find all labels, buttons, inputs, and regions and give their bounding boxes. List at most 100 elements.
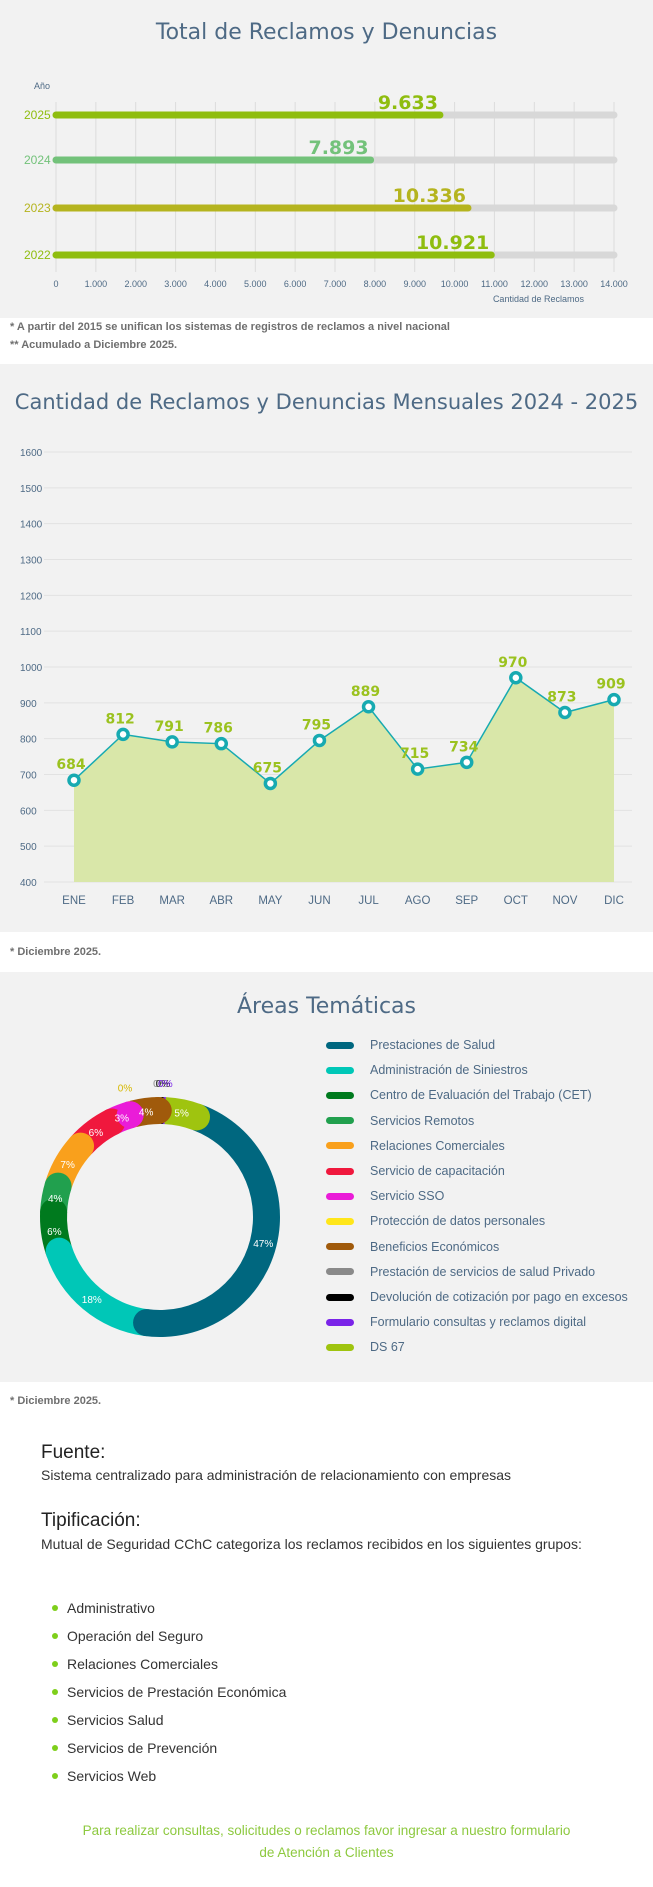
- list-item: Servicios de Prestación Económica: [52, 1678, 286, 1706]
- slice-label: 0%: [156, 1079, 171, 1090]
- slice-label: 4%: [48, 1194, 63, 1205]
- legend-label: Servicio SSO: [370, 1189, 445, 1204]
- thematic-footnote: * Diciembre 2025.: [10, 1395, 102, 1407]
- legend-label: Beneficios Económicos: [370, 1239, 500, 1254]
- slice-label: 4%: [139, 1107, 154, 1118]
- x-tick-label: 0: [53, 279, 58, 289]
- data-point: [116, 727, 130, 742]
- slice-label: 0%: [118, 1084, 133, 1095]
- bullet-icon: [52, 1605, 58, 1611]
- list-item-label: Servicios de Prestación Económica: [67, 1684, 287, 1700]
- x-tick-label: ABR: [209, 895, 233, 907]
- slice-label: 18%: [82, 1295, 102, 1306]
- x-tick-label: 8.000: [364, 279, 387, 289]
- data-label: 909: [596, 677, 625, 693]
- y-tick-label: 1100: [20, 627, 42, 638]
- data-point: [558, 705, 572, 720]
- legend-swatch: [326, 1117, 354, 1125]
- x-tick-label: 13.000: [560, 279, 588, 289]
- y-tick-label: 1600: [20, 448, 43, 459]
- slice-cap: [67, 1132, 95, 1160]
- year-label: 2022: [24, 248, 51, 262]
- data-label: 889: [351, 684, 380, 700]
- list-item: Servicios de Prevención: [52, 1734, 286, 1762]
- y-tick-label: 1200: [20, 591, 43, 602]
- list-item-label: Relaciones Comerciales: [67, 1656, 218, 1672]
- total-claims-title: Total de Reclamos y Denuncias: [155, 20, 498, 45]
- x-tick-label: 6.000: [284, 279, 307, 289]
- y-tick-label: 1000: [20, 663, 43, 674]
- data-label: 786: [204, 721, 233, 737]
- x-tick-label: DIC: [604, 895, 624, 907]
- slice-cap: [40, 1198, 68, 1226]
- footer-text: Para realizar consultas, solicitudes o r…: [82, 1823, 571, 1838]
- data-label: 791: [155, 719, 184, 735]
- x-axis-label: Cantidad de Reclamos: [493, 294, 585, 304]
- data-label: 715: [400, 746, 429, 762]
- footnote-unified: * A partir del 2015 se unifican los sist…: [10, 321, 450, 333]
- bar-value-label: 9.633: [378, 92, 438, 114]
- data-point: [67, 773, 81, 787]
- legend-item: Servicios Remotos: [326, 1112, 474, 1130]
- year-label: 2025: [24, 108, 51, 122]
- thematic-areas-title: Áreas Temáticas: [236, 994, 416, 1019]
- list-item: Relaciones Comerciales: [52, 1650, 286, 1678]
- x-tick-label: 12.000: [521, 279, 549, 289]
- legend-swatch: [326, 1167, 354, 1175]
- x-tick-label: SEP: [455, 895, 478, 907]
- x-tick-label: 3.000: [164, 279, 187, 289]
- x-tick-label: OCT: [504, 895, 528, 907]
- legend-label: Servicio de capacitación: [370, 1164, 505, 1178]
- list-item-label: Servicios Salud: [67, 1712, 164, 1728]
- legend-swatch: [326, 1217, 354, 1225]
- legend-swatch: [326, 1293, 354, 1301]
- slice-label: 6%: [47, 1227, 62, 1238]
- tipificacion-title: Tipificación:: [41, 1510, 141, 1531]
- legend-item: Prestación de servicios de salud Privado: [326, 1263, 595, 1281]
- x-tick-label: 10.000: [441, 279, 469, 289]
- slice-label: 47%: [253, 1239, 273, 1250]
- customer-service-link[interactable]: de Atención a Clientes: [259, 1845, 394, 1860]
- data-label: 734: [449, 739, 478, 755]
- legend-item: Servicio de capacitación: [326, 1162, 505, 1180]
- legend-label: Administración de Siniestros: [370, 1063, 528, 1078]
- x-tick-label: JUN: [308, 895, 330, 907]
- legend-item: Servicio SSO: [326, 1187, 444, 1205]
- legend-swatch: [326, 1041, 354, 1049]
- slice-label: 5%: [174, 1109, 189, 1120]
- claim-category-list: Administrativo Operación del Seguro Rela…: [52, 1594, 286, 1790]
- y-tick-label: 600: [20, 806, 37, 817]
- x-tick-label: 1.000: [85, 279, 108, 289]
- data-label: 970: [498, 655, 527, 671]
- bullet-icon: [52, 1633, 58, 1639]
- legend-swatch: [326, 1243, 354, 1251]
- area-fill: [74, 677, 614, 882]
- y-tick-label: 500: [20, 842, 37, 853]
- slice-cap: [183, 1103, 211, 1131]
- bar-value-label: 7.893: [308, 137, 368, 159]
- x-tick-label: JUL: [358, 895, 379, 907]
- data-point: [509, 671, 523, 685]
- legend-swatch: [326, 1343, 354, 1351]
- y-tick-label: 400: [20, 878, 37, 889]
- x-tick-label: MAR: [159, 895, 185, 907]
- legend-item: Relaciones Comerciales: [326, 1137, 505, 1155]
- legend-item: Centro de Evaluación del Trabajo (CET): [326, 1086, 592, 1104]
- monthly-claims-title: Cantidad de Reclamos y Denuncias Mensual…: [14, 390, 639, 414]
- contact-footer: Para realizar consultas, solicitudes o r…: [0, 1820, 653, 1864]
- x-tick-label: 4.000: [204, 279, 227, 289]
- slice-label: 0%: [153, 1079, 168, 1090]
- fuente-text: Sistema centralizado para administración…: [41, 1467, 512, 1483]
- legend-item: DS 67: [326, 1338, 405, 1356]
- slice-cap: [44, 1172, 72, 1200]
- legend-swatch: [326, 1318, 354, 1326]
- legend-swatch: [326, 1091, 354, 1099]
- x-tick-label: 5.000: [244, 279, 267, 289]
- total-claims-chart: 0 1.000 2.000 3.000 4.000 5.000 6.000 7.000 8.00…: [24, 81, 628, 304]
- slice-cap: [144, 1097, 172, 1125]
- list-item: Servicios Web: [52, 1762, 286, 1790]
- slice-cap: [116, 1101, 144, 1129]
- year-label: 2024: [24, 153, 51, 167]
- y-tick-label: 900: [20, 699, 37, 710]
- x-tick-label: 11.000: [481, 279, 508, 289]
